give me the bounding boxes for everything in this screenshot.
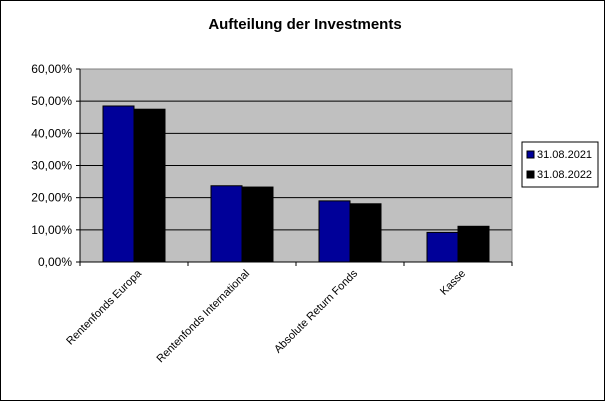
bar-2-0 <box>318 200 351 263</box>
y-tick-label: 30,00% <box>31 159 72 173</box>
x-tick-label: Rentenfonds Europa <box>64 267 144 347</box>
x-tick-label: Kasse <box>438 268 468 298</box>
y-tick-label: 40,00% <box>31 126 72 140</box>
bar-1-0 <box>210 185 243 263</box>
x-axis: Rentenfonds Europa Rentenfonds Internatio… <box>64 261 513 366</box>
bar-0-0 <box>102 105 135 263</box>
bar-3-1 <box>457 225 490 263</box>
y-axis: 0,00% 10,00% 20,00% 30,00% 40,00% 50,00% 60,00… <box>31 62 81 269</box>
bar-3-0 <box>426 231 459 263</box>
bar-0-1 <box>133 108 166 263</box>
legend-label: 31.08.2021 <box>537 149 592 161</box>
y-tick-label: 10,00% <box>31 223 72 237</box>
legend-label: 31.08.2022 <box>537 169 592 181</box>
legend-box <box>521 141 599 188</box>
legend-swatch <box>526 170 535 179</box>
bars <box>102 105 490 263</box>
legend-swatch <box>526 150 535 159</box>
x-tick-label: Absolute Return Fonds <box>272 267 360 355</box>
y-tick-label: 20,00% <box>31 191 72 205</box>
x-tick-label: Rentenfonds International <box>155 268 253 366</box>
legend: 31.08.2021 31.08.2022 <box>521 141 599 188</box>
y-tick-label: 50,00% <box>31 94 72 108</box>
chart-title: Aufteilung der Investments <box>208 16 401 33</box>
bar-1-1 <box>241 186 274 263</box>
y-tick-label: 60,00% <box>31 62 72 76</box>
y-tick-label: 0,00% <box>38 255 72 269</box>
bar-2-1 <box>349 203 382 263</box>
